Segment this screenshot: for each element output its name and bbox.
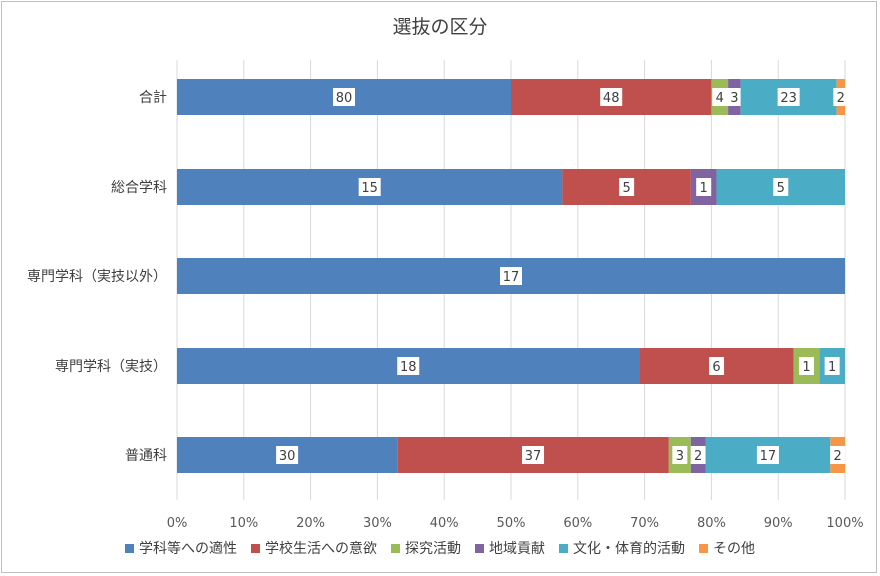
data-label-box	[358, 178, 381, 196]
data-label-box	[619, 178, 635, 196]
x-tick-label: 30%	[363, 516, 392, 531]
data-label-box	[690, 446, 706, 464]
data-label-box	[672, 446, 688, 464]
data-label: 6	[712, 360, 720, 375]
legend-swatch	[125, 543, 134, 553]
legend-item: 学科等への適性	[125, 538, 237, 558]
x-tick-label: 80%	[697, 516, 726, 531]
data-label: 30	[279, 449, 296, 464]
legend-label: 文化・体育的活動	[573, 541, 685, 557]
data-label: 15	[361, 181, 378, 196]
data-label-box	[833, 88, 849, 106]
data-label-box	[397, 357, 420, 375]
data-label: 23	[780, 91, 797, 106]
category-label: 総合学科	[111, 180, 167, 196]
x-tick-label: 100%	[826, 516, 863, 531]
legend-item: 学校生活への意欲	[251, 538, 377, 558]
data-label: 1	[700, 181, 708, 196]
legend: 学科等への適性 学校生活への意欲 探究活動 地域貢献 文化・体育的活動 その他	[0, 538, 880, 558]
data-label-box	[709, 357, 725, 375]
data-label-box	[824, 357, 840, 375]
category-label: 普通科	[125, 448, 167, 464]
data-label: 17	[760, 449, 777, 464]
data-label-box	[830, 446, 846, 464]
data-label-box	[333, 88, 355, 106]
data-label: 2	[834, 449, 842, 464]
data-label: 5	[622, 181, 630, 196]
x-tick-label: 60%	[563, 516, 592, 531]
legend-label: 探究活動	[405, 541, 461, 557]
category-label: 専門学科（実技）	[55, 359, 167, 375]
legend-swatch	[559, 543, 568, 553]
legend-item: 地域貢献	[475, 538, 545, 558]
data-label: 2	[837, 91, 845, 106]
data-label: 48	[603, 91, 620, 106]
x-tick-label: 50%	[497, 516, 526, 531]
x-tick-label: 10%	[229, 516, 258, 531]
data-label-box	[773, 178, 789, 196]
x-tick-label: 20%	[296, 516, 325, 531]
data-label: 5	[777, 181, 785, 196]
data-label: 80	[336, 91, 353, 106]
legend-label: 学科等への適性	[139, 541, 237, 557]
data-label-box	[798, 357, 814, 375]
x-tick-label: 0%	[167, 516, 188, 531]
data-label-box	[756, 446, 779, 464]
chart-title: 選抜の区分	[392, 16, 488, 38]
data-label: 4	[716, 91, 724, 106]
data-label: 3	[676, 449, 684, 464]
legend-swatch	[391, 543, 400, 553]
category-label: 合計	[139, 90, 167, 106]
x-tick-label: 90%	[764, 516, 793, 531]
legend-swatch	[699, 543, 708, 553]
x-tick-label: 70%	[630, 516, 659, 531]
legend-swatch	[251, 543, 260, 553]
legend-item: 探究活動	[391, 538, 461, 558]
data-label-box	[777, 88, 800, 106]
legend-swatch	[475, 543, 484, 553]
legend-item: 文化・体育的活動	[559, 538, 685, 558]
data-label: 1	[802, 360, 810, 375]
data-label-box	[726, 88, 742, 106]
data-label: 1	[828, 360, 836, 375]
legend-item: その他	[699, 538, 755, 558]
data-label-box	[712, 88, 728, 106]
data-label-box	[522, 446, 545, 464]
category-label: 専門学科（実技以外）	[27, 269, 167, 285]
data-label-box	[500, 267, 522, 285]
data-label-box	[276, 446, 299, 464]
x-tick-label: 40%	[430, 516, 459, 531]
legend-label: 地域貢献	[489, 541, 545, 557]
data-label: 18	[400, 360, 417, 375]
data-label: 2	[694, 449, 702, 464]
data-label-box	[600, 88, 623, 106]
data-label: 3	[730, 91, 738, 106]
legend-label: 学校生活への意欲	[265, 541, 377, 557]
legend-label: その他	[713, 541, 755, 557]
data-label: 17	[503, 270, 520, 285]
data-label: 37	[525, 449, 542, 464]
data-label-box	[696, 178, 712, 196]
